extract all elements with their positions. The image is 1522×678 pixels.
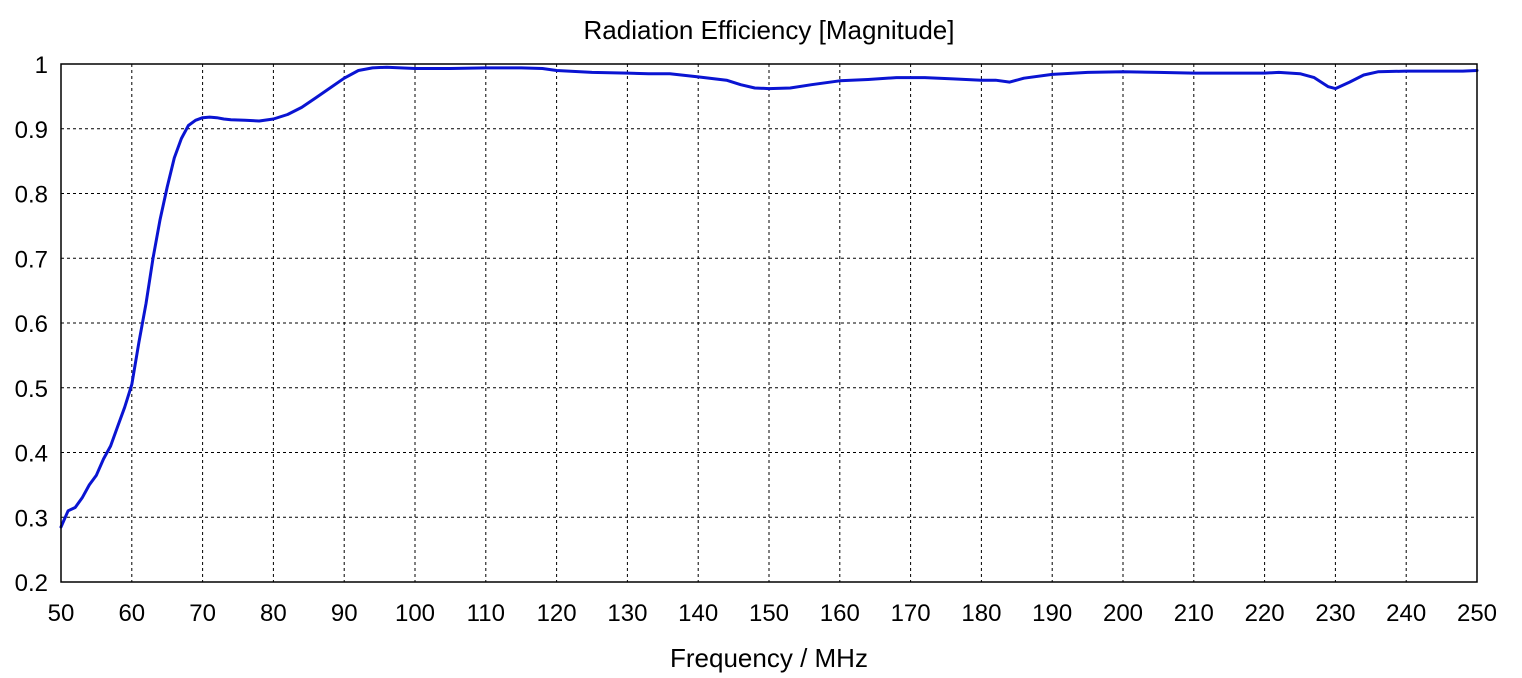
x-axis-label: Frequency / MHz xyxy=(670,643,868,673)
y-tick-label: 1 xyxy=(35,52,48,79)
x-tick-label: 180 xyxy=(961,600,1001,627)
x-tick-label: 200 xyxy=(1103,600,1143,627)
x-axis-ticks: 50 60 70 80 90 100 110 120 130 140 150 160 170 180 190… xyxy=(48,600,1497,627)
y-tick-label: 0.2 xyxy=(15,570,48,597)
x-tick-label: 100 xyxy=(395,600,435,627)
x-tick-label: 60 xyxy=(118,600,145,627)
x-tick-label: 70 xyxy=(189,600,216,627)
x-tick-label: 220 xyxy=(1245,600,1285,627)
efficiency-series-line xyxy=(59,65,1479,529)
x-tick-label: 230 xyxy=(1315,600,1355,627)
x-tick-label: 140 xyxy=(678,600,718,627)
x-tick-label: 150 xyxy=(749,600,789,627)
x-tick-label: 120 xyxy=(537,600,577,627)
x-tick-label: 250 xyxy=(1457,600,1497,627)
y-tick-label: 0.7 xyxy=(15,246,48,273)
y-tick-label: 0.8 xyxy=(15,182,48,209)
y-tick-label: 0.9 xyxy=(15,117,48,144)
x-tick-label: 110 xyxy=(467,600,505,627)
grid xyxy=(61,64,1477,582)
x-tick-label: 240 xyxy=(1386,600,1426,627)
y-tick-label: 0.5 xyxy=(15,376,48,403)
plot-area xyxy=(59,65,1479,529)
y-tick-label: 0.4 xyxy=(15,441,48,468)
x-tick-label: 50 xyxy=(48,600,75,627)
plot-frame xyxy=(60,63,1478,583)
chart-title: Radiation Efficiency [Magnitude] xyxy=(584,15,955,45)
y-tick-label: 0.3 xyxy=(15,505,48,532)
y-tick-label: 0.6 xyxy=(15,311,48,338)
x-tick-label: 170 xyxy=(891,600,931,627)
x-tick-label: 190 xyxy=(1032,600,1072,627)
y-axis-ticks: 0.2 0.3 0.4 0.5 0.6 0.7 0.8 0.9 1 xyxy=(15,52,48,597)
x-tick-label: 130 xyxy=(607,600,647,627)
x-tick-label: 80 xyxy=(260,600,287,627)
x-tick-label: 90 xyxy=(331,600,358,627)
x-tick-label: 160 xyxy=(820,600,860,627)
x-tick-label: 210 xyxy=(1174,600,1214,627)
